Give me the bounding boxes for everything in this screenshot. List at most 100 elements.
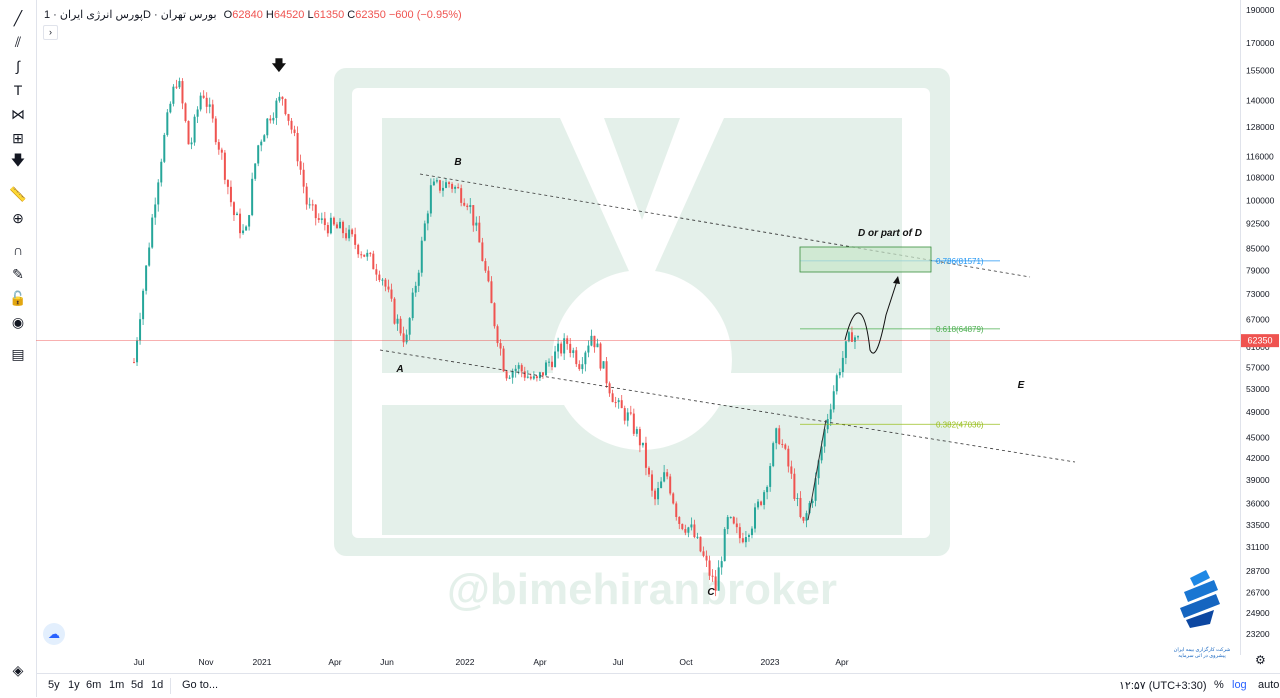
price-chart[interactable]: @bimehiranbroker 190000 170000 155000 14000…	[0, 0, 1280, 673]
candle-body	[405, 334, 408, 343]
candle-body	[641, 442, 644, 446]
last-price-badge	[1241, 334, 1279, 348]
candle-body	[396, 318, 399, 324]
y-tick-label: 49000	[1246, 407, 1270, 417]
candle-body	[232, 202, 235, 216]
timezone-label[interactable]: ۱۲:۵۷ (UTC+3:30)	[1119, 680, 1207, 692]
zoom-in-icon[interactable]: ⊕	[12, 209, 24, 226]
candle-body	[517, 365, 520, 369]
range-5y[interactable]: 5y	[48, 679, 60, 691]
range-1m[interactable]: 1m	[109, 679, 125, 691]
candle-body	[493, 303, 496, 327]
layers-icon[interactable]: ◈	[12, 661, 24, 678]
symbol-name[interactable]: پورس انرژی ایران	[59, 9, 143, 21]
broker-logo: شرکت کارگزاری بیمه ایران پیشروی در اتی س…	[1170, 570, 1234, 659]
candle-body	[478, 222, 481, 243]
candle-body	[202, 95, 205, 98]
candle-body	[651, 474, 654, 491]
range-1d[interactable]: 1d	[151, 679, 164, 691]
y-tick-label: 140000	[1246, 96, 1275, 106]
candle-body	[466, 205, 469, 207]
ruler-icon[interactable]: 📏	[9, 185, 27, 202]
candle-body	[757, 501, 760, 508]
candle-body	[772, 443, 775, 467]
candle-body	[384, 279, 387, 287]
wave-label: A	[395, 364, 403, 375]
text-icon[interactable]: T	[13, 82, 23, 98]
candle-body	[696, 536, 699, 538]
candle-body	[351, 229, 354, 235]
y-tick-label: 100000	[1246, 195, 1275, 205]
candle-body	[787, 448, 790, 467]
candle-body	[566, 338, 569, 344]
candle-body	[514, 368, 517, 371]
candle-body	[263, 135, 266, 142]
x-axis[interactable]: Jul Nov 2021 Apr Jun 2022 Apr Jul Oct 2023 Apr	[134, 657, 849, 667]
candle-body	[499, 343, 502, 349]
auto-toggle[interactable]: auto	[1258, 679, 1280, 691]
candle-body	[726, 517, 729, 530]
candle-body	[163, 134, 166, 162]
range-6m[interactable]: 6m	[86, 679, 102, 691]
magnet-icon[interactable]: ∩	[12, 242, 24, 258]
candle-body	[684, 529, 687, 533]
cloud-icon[interactable]: ☁	[43, 623, 65, 645]
pattern-icon[interactable]: ⋈	[11, 105, 25, 122]
candle-body	[329, 217, 332, 234]
fib-label: 0.382(47036)	[936, 420, 984, 429]
goto-button[interactable]: Go to...	[182, 679, 219, 691]
candle-body	[814, 478, 817, 501]
candle-body	[781, 443, 784, 445]
y-axis[interactable]: 190000 170000 155000 140000 128000 116000 1080…	[1246, 5, 1275, 639]
candle-body	[741, 538, 744, 543]
eye-icon[interactable]: ◉	[11, 313, 25, 330]
candle-body	[378, 274, 381, 281]
candle-body	[775, 428, 778, 444]
interval-label[interactable]: 1D	[44, 9, 151, 21]
candle-body	[293, 129, 296, 133]
arrow-down-icon[interactable]: 🡇	[10, 152, 26, 168]
upper-trendline[interactable]	[419, 173, 1031, 278]
candle-body	[220, 149, 223, 153]
fib-icon[interactable]: ⫽	[14, 33, 22, 50]
candle-body	[460, 188, 463, 203]
candle-body	[587, 345, 590, 353]
trash-icon[interactable]: ▤	[11, 345, 25, 362]
trend-line-icon[interactable]: ╱	[13, 9, 23, 26]
candle-body	[578, 364, 581, 370]
candle-body	[269, 118, 272, 121]
log-toggle[interactable]: log	[1232, 679, 1247, 691]
candle-body	[223, 152, 226, 180]
candle-body	[669, 476, 672, 494]
candle-body	[438, 180, 441, 191]
candle-body	[784, 444, 787, 449]
candle-body	[214, 118, 217, 143]
candle-body	[617, 400, 620, 403]
percent-toggle[interactable]: %	[1214, 679, 1224, 691]
price-scale[interactable]	[1240, 0, 1280, 655]
candle-body	[266, 118, 269, 136]
candle-body	[557, 343, 560, 352]
candle-body	[599, 343, 602, 369]
x-tick-label: Nov	[198, 657, 214, 667]
range-1y[interactable]: 1y	[68, 679, 80, 691]
candle-body	[714, 576, 717, 591]
lock-icon[interactable]: 🔓	[9, 289, 27, 306]
settings-gear-icon[interactable]: ⚙	[1255, 653, 1266, 667]
y-tick-label: 190000	[1246, 5, 1275, 15]
measure-tool-icon[interactable]: ⊞	[12, 129, 24, 146]
candle-body	[178, 81, 181, 88]
collapse-legend-button[interactable]: ›	[43, 25, 58, 40]
candle-body	[629, 412, 632, 414]
lock-drawing-icon[interactable]: ✎	[12, 265, 24, 282]
y-tick-label: 92500	[1246, 219, 1270, 229]
y-tick-label: 28700	[1246, 566, 1270, 576]
projection-line[interactable]	[807, 419, 827, 521]
candle-body	[354, 234, 357, 245]
x-tick-label: Jun	[380, 657, 394, 667]
candle-body	[441, 187, 444, 191]
target-zone-box[interactable]	[799, 246, 932, 273]
range-5d[interactable]: 5d	[131, 679, 144, 691]
brush-icon[interactable]: ∫	[16, 58, 20, 74]
projection-path[interactable]	[844, 277, 899, 354]
